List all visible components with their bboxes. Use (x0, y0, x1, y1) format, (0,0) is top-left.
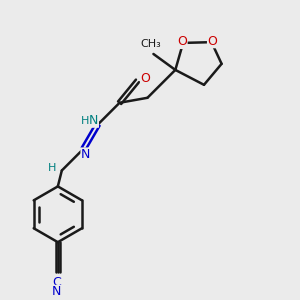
Text: CH₃: CH₃ (140, 39, 161, 49)
Text: C: C (52, 275, 61, 289)
Text: H: H (48, 164, 56, 173)
Text: H: H (80, 116, 89, 126)
Text: N: N (81, 148, 90, 161)
Text: O: O (177, 35, 187, 48)
Text: N: N (52, 286, 62, 298)
Text: O: O (140, 72, 150, 86)
Text: O: O (208, 35, 218, 48)
Text: N: N (89, 114, 98, 127)
